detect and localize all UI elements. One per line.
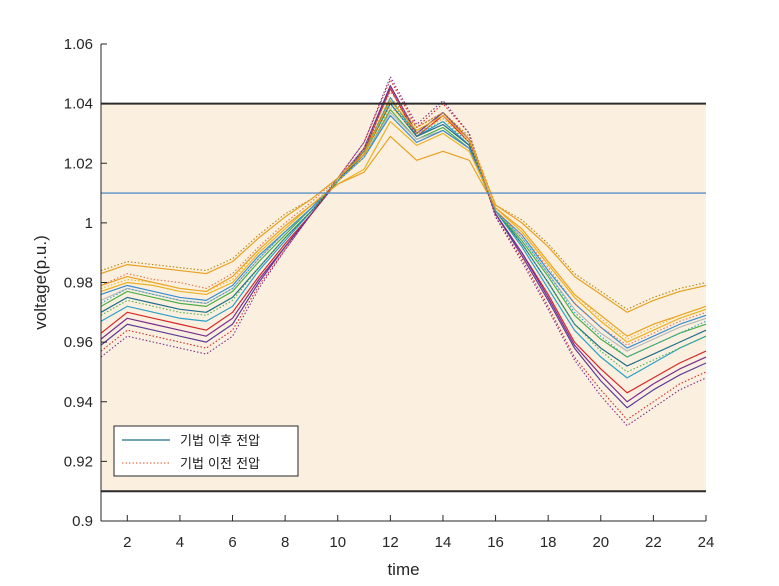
series-line-before-14 [100,106,707,340]
legend: 기법 이후 전압 기법 이전 전압 [113,425,299,477]
series-line-before-12 [100,100,707,373]
legend-box [113,425,299,477]
series-line-before-11 [100,76,707,427]
x-tick-label: 8 [281,534,289,551]
x-tick-label: 4 [176,534,184,551]
y-tick-label: 0.9 [72,513,93,530]
series-line-before-13 [100,103,707,358]
y-tick-label: 0.98 [64,275,93,292]
x-axis-label: time [387,560,419,579]
x-tick-label: 22 [645,534,662,551]
x-tick-label: 6 [228,534,236,551]
y-tick-label: 1.06 [64,36,93,53]
y-tick-label: 1 [85,215,93,232]
y-tick-label: 0.92 [64,453,93,470]
series-line-before-15 [100,91,707,346]
series-line-after-17 [100,100,707,313]
axes: 2 4 6 8 10 12 14 16 18 20 22 240.90.920.940.960.981… [64,36,715,551]
legend-label-after: 기법 이후 전압 [180,434,260,449]
series-line-before-16 [100,97,707,310]
y-axis-label: voltage(p.u.) [31,235,50,330]
series-line-after-8 [100,120,707,343]
x-tick-label: 14 [435,534,452,551]
series-layer [100,76,707,427]
x-tick-label: 18 [540,534,557,551]
x-tick-label: 10 [329,534,346,551]
x-tick-label: 20 [592,534,609,551]
x-tick-label: 24 [698,534,715,551]
reference-lines [101,102,706,493]
legend-label-before: 기법 이전 전압 [180,457,260,472]
x-tick-label: 12 [382,534,399,551]
x-tick-label: 2 [123,534,131,551]
x-tick-label: 16 [487,534,504,551]
y-tick-label: 1.04 [64,96,93,113]
series-line-after-5 [100,108,707,358]
y-tick-label: 0.94 [64,394,93,411]
y-tick-label: 1.02 [64,155,93,172]
y-tick-label: 0.96 [64,334,93,351]
series-line-after-9 [100,135,707,337]
